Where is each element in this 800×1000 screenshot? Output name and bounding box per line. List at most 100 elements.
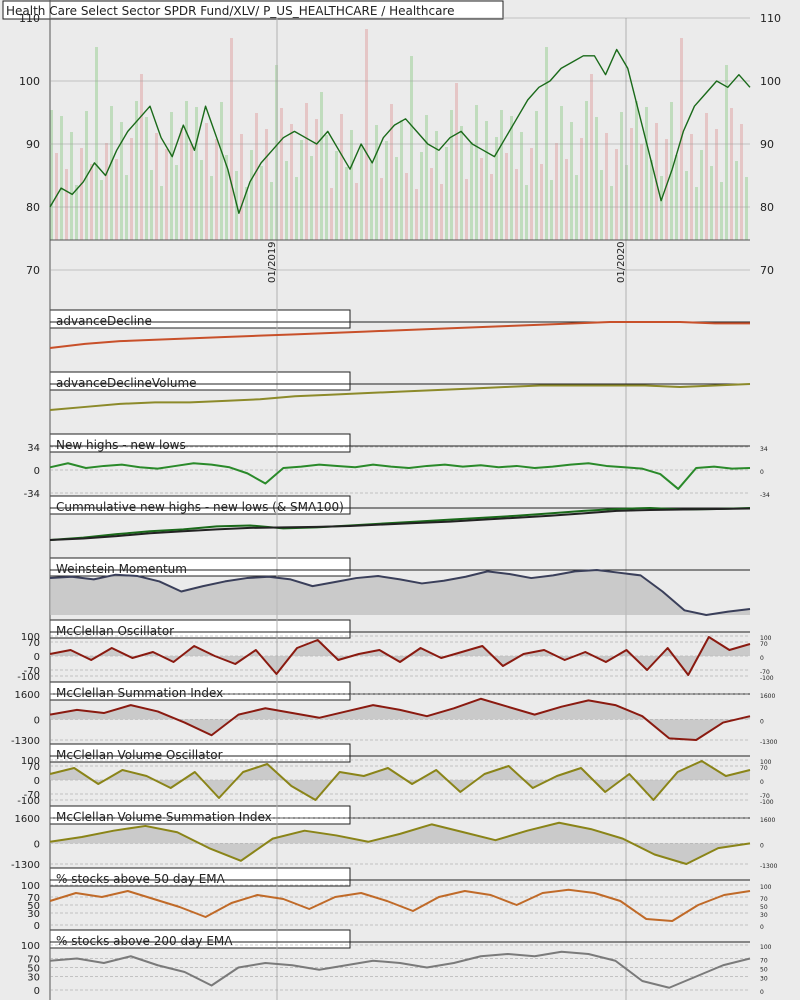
y-tick-label: 100 [21,941,40,952]
volume-bar [185,101,188,240]
volume-bar [340,114,343,240]
y-tick-label-right: 100 [760,75,781,88]
volume-bar [150,170,153,240]
volume-bar [325,135,328,240]
y-tick-label-right: -70 [760,669,770,676]
volume-bar [220,102,223,240]
y-tick-label: -1300 [11,860,40,871]
y-tick-label: 70 [26,264,40,277]
y-tick-label-right: 0 [760,469,764,476]
area-fill [50,698,750,740]
y-tick-label-right: -1300 [760,739,778,746]
volume-bar [130,138,133,240]
price-line [49,48,751,214]
indicator-line [49,507,751,541]
volume-bar [405,173,408,240]
volume-bar [80,148,83,240]
volume-bar [110,106,113,240]
volume-bar [570,122,573,240]
y-tick-label: 30 [27,973,40,984]
volume-bar [450,110,453,240]
y-tick-label: 50 [27,901,40,912]
panel-title: advanceDeclineVolume [56,376,197,390]
volume-bar [695,187,698,240]
y-tick-label-right: 100 [760,944,772,951]
volume-bar [465,179,468,240]
volume-bar [580,138,583,240]
y-tick-label-right: 70 [760,896,768,903]
volume-bar [530,148,533,240]
volume-bar [645,107,648,240]
volume-bar [290,124,293,240]
volume-bar [240,134,243,240]
volume-bar [620,112,623,240]
volume-bar [410,56,413,240]
panel-title: Weinstein Momentum [56,562,187,576]
y-tick-label: 0 [34,921,40,932]
y-tick-label: 70 [27,762,40,773]
volume-bar [305,103,308,240]
y-tick-label: 80 [26,201,40,214]
volume-bar [525,185,528,240]
volume-bar [365,29,368,240]
y-tick-label-right: 50 [760,967,768,974]
volume-bar [60,116,63,240]
y-tick-label: -100 [17,796,40,807]
y-tick-label: 0 [34,839,40,850]
y-tick-label-right: 50 [760,904,768,911]
volume-bar [160,186,163,240]
volume-bar [660,176,663,240]
volume-bar [705,113,708,240]
volume-bar [270,182,273,240]
y-tick-label: -100 [17,672,40,683]
volume-bar [740,124,743,240]
volume-bar [345,167,348,240]
volume-bar [105,143,108,240]
volume-bar [400,120,403,240]
volume-bar [555,143,558,240]
volume-bar [135,101,138,240]
volume-bar [180,128,183,240]
volume-bar [500,110,503,240]
indicator-line [49,760,751,801]
volume-bar [140,74,143,240]
volume-bar [590,74,593,240]
y-tick-label: 100 [21,881,40,892]
y-tick-label-right: -100 [760,675,774,682]
y-tick-label-right: 100 [760,759,772,766]
volume-bar [230,38,233,240]
volume-bar [610,186,613,240]
volume-bar [685,171,688,240]
y-tick-label: 0 [34,466,40,477]
y-tick-label: 70 [27,955,40,966]
volume-bar [440,184,443,240]
volume-bar [520,132,523,240]
volume-bar [730,108,733,240]
panel-title: New highs - new lows [56,438,186,452]
volume-bar [75,185,78,240]
y-tick-label-right: 110 [760,12,781,25]
volume-bar [330,188,333,240]
x-tick-label: 01/2020 [616,241,627,283]
volume-bar [170,112,173,240]
volume-bar [100,180,103,240]
y-tick-label-right: 34 [760,446,768,453]
y-tick-label-right: 1600 [760,693,775,700]
y-tick-label-right: 30 [760,976,768,983]
volume-bar [195,107,198,240]
volume-bar [515,169,518,240]
volume-bar [385,141,388,240]
indicator-line [49,507,751,541]
volume-bar [495,137,498,240]
volume-bar [635,101,638,240]
volume-bar [585,101,588,240]
area-fill [50,570,750,615]
volume-bar [65,169,68,240]
y-tick-label-right: -70 [760,793,770,800]
volume-bar [690,134,693,240]
plot-layer [49,48,751,989]
volume-bar [535,111,538,240]
y-tick-label: 100 [19,75,40,88]
volume-bar [285,161,288,240]
